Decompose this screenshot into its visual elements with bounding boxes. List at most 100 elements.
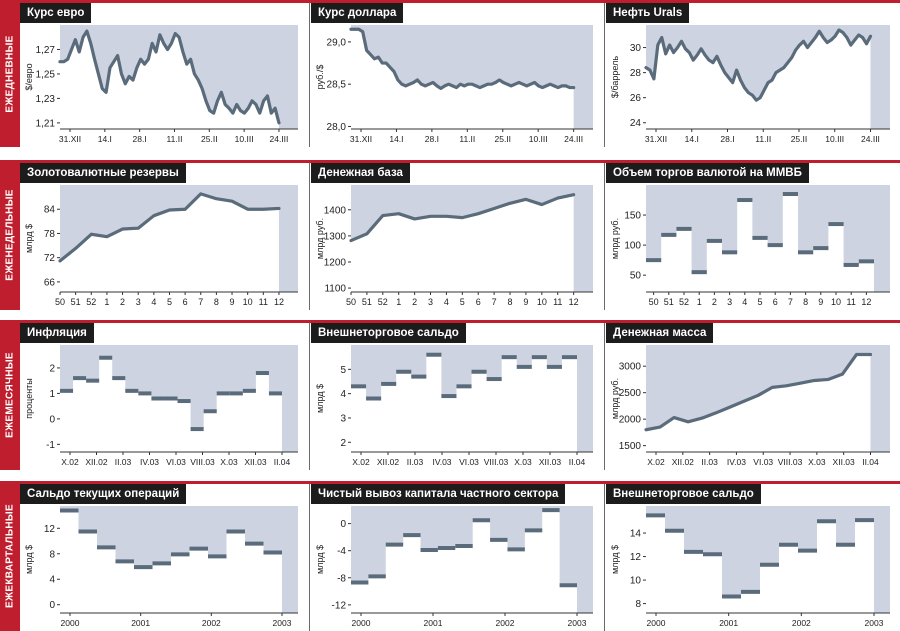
data-point: 28,5 xyxy=(514,83,516,85)
data-point: 28,8 xyxy=(385,62,387,64)
data-point: 28,5 xyxy=(455,86,458,89)
data-point: 29,1 xyxy=(361,30,364,33)
y-axis-label: млрд $ xyxy=(24,545,34,574)
x-tick-label: 7 xyxy=(492,297,497,307)
data-point: 1,22 xyxy=(209,109,211,112)
x-tick-label: XII.03 xyxy=(244,457,266,467)
y-tick-label: 72 xyxy=(44,253,56,264)
x-tick-label: 10 xyxy=(537,297,547,307)
data-point: 28 xyxy=(723,71,726,74)
x-tick-label: 24.III xyxy=(861,134,880,144)
y-axis-label: млрд руб. xyxy=(610,218,620,259)
data-point: 1,23 xyxy=(255,103,257,106)
x-tick-label: 2001 xyxy=(424,618,443,628)
y-axis-label: $/баррель xyxy=(610,56,620,98)
x-tick-label: XII.03 xyxy=(539,457,561,467)
data-point: 31 xyxy=(830,39,832,41)
chart-title: Курс доллара xyxy=(311,3,404,23)
data-point: 1950 xyxy=(687,421,689,423)
x-tick-label: XII.02 xyxy=(672,457,694,467)
data-point: 1,28 xyxy=(82,36,84,39)
chart-panel: 1400 1300 1200 1100 млрд руб. 50 51 52 1 2 3 4 5 6 7 8 9… xyxy=(311,163,603,310)
x-tick-label: 14.I xyxy=(98,134,112,144)
data-point: 30 xyxy=(700,48,702,50)
data-point: 28,5 xyxy=(525,85,528,87)
chart-panel: 1,27 1,25 1,23 1,21 $/евро 31.XII 14.I 28.I 11.I… xyxy=(20,3,308,147)
x-tick-label: VIII.03 xyxy=(190,457,215,467)
data-point: 31 xyxy=(846,36,848,39)
data-point: 28,8 xyxy=(373,58,376,60)
x-tick-label: 2000 xyxy=(352,618,371,628)
data-point: 30 xyxy=(688,51,691,54)
data-point: 84 xyxy=(168,209,171,211)
data-point: 29,1 xyxy=(358,28,360,31)
row-label-text: ЕЖЕМЕСЯЧНЫЕ xyxy=(4,352,16,438)
data-point: 1282 xyxy=(350,239,352,242)
data-point: 28,5 xyxy=(408,83,411,85)
row-label: ЕЖЕКВАРТАЛЬНЫЕ xyxy=(0,481,20,631)
data-point: 2450 xyxy=(757,394,760,397)
data-point: 28,6 xyxy=(498,79,501,81)
data-point: 28 xyxy=(775,71,777,74)
data-point: 82 xyxy=(153,214,155,217)
data-point: 1,24 xyxy=(105,91,107,94)
chart-panel: 2 1 0 -1 проценты X.02 XII.02 II.03 IV.03 VI.03 VI… xyxy=(20,323,308,470)
data-point: 28,5 xyxy=(436,85,438,87)
panel-divider xyxy=(604,3,605,147)
data-point: 1,22 xyxy=(258,112,261,114)
x-tick-label: 2003 xyxy=(865,618,884,628)
data-point: 3220 xyxy=(855,353,858,356)
y-axis-label: млрд $ xyxy=(315,545,325,574)
data-point: 31 xyxy=(822,36,825,39)
data-point: 1,24 xyxy=(101,87,104,90)
x-tick-label: 28.I xyxy=(133,134,147,144)
data-point: 1,28 xyxy=(74,38,77,41)
y-tick-label: 0 xyxy=(49,414,55,425)
panel-divider xyxy=(604,323,605,470)
data-point: 28,5 xyxy=(459,83,462,85)
x-tick-label: 10.III xyxy=(529,134,548,144)
x-tick-label: 5 xyxy=(460,297,465,307)
data-point: 2120 xyxy=(715,412,717,414)
x-tick-label: 9 xyxy=(523,297,528,307)
y-tick-label: -8 xyxy=(337,573,346,584)
x-tick-label: 4 xyxy=(742,297,747,307)
x-tick-label: II.04 xyxy=(862,457,879,467)
y-tick-label: 14 xyxy=(630,529,642,540)
panel-divider xyxy=(309,484,310,631)
area-fill xyxy=(646,194,874,292)
data-point: 28,8 xyxy=(381,62,384,64)
chart-title: Внешнеторговое сальдо xyxy=(606,484,761,504)
data-point: 31 xyxy=(834,35,836,38)
data-point: 78 xyxy=(90,233,93,236)
data-point: 28,5 xyxy=(479,86,481,89)
data-point: 28,5 xyxy=(572,86,575,89)
x-tick-label: XII.02 xyxy=(377,457,399,467)
y-tick-label: 8 xyxy=(49,549,55,560)
chart-panel: 3000 2500 2000 1500 млрд руб. X.02 XII.02 II.03… xyxy=(606,323,900,470)
data-point: 84 xyxy=(184,208,186,211)
data-point: 1,23 xyxy=(266,95,269,97)
y-axis-label: проценты xyxy=(24,378,34,419)
data-point: 28,7 xyxy=(389,66,391,69)
y-tick-label: 28 xyxy=(630,68,642,79)
x-tick-label: XII.02 xyxy=(85,457,107,467)
x-tick-label: XII.03 xyxy=(833,457,855,467)
data-point: 1,25 xyxy=(97,73,100,75)
x-tick-label: II.04 xyxy=(569,457,586,467)
data-point: 84 xyxy=(278,207,280,210)
y-tick-label: 1,21 xyxy=(36,118,56,129)
y-axis-label: млрд $ xyxy=(24,224,34,253)
data-point: 30 xyxy=(684,48,687,50)
y-axis-label: $/евро xyxy=(24,63,34,90)
y-tick-label: -4 xyxy=(337,546,346,557)
area-fill xyxy=(646,30,871,130)
x-tick-label: VI.03 xyxy=(459,457,479,467)
data-point: 1425 xyxy=(509,202,511,205)
x-tick-label: 7 xyxy=(198,297,203,307)
data-point: 1458 xyxy=(572,193,575,196)
data-point: 1,28 xyxy=(174,32,177,35)
y-tick-label: 4 xyxy=(49,575,55,586)
